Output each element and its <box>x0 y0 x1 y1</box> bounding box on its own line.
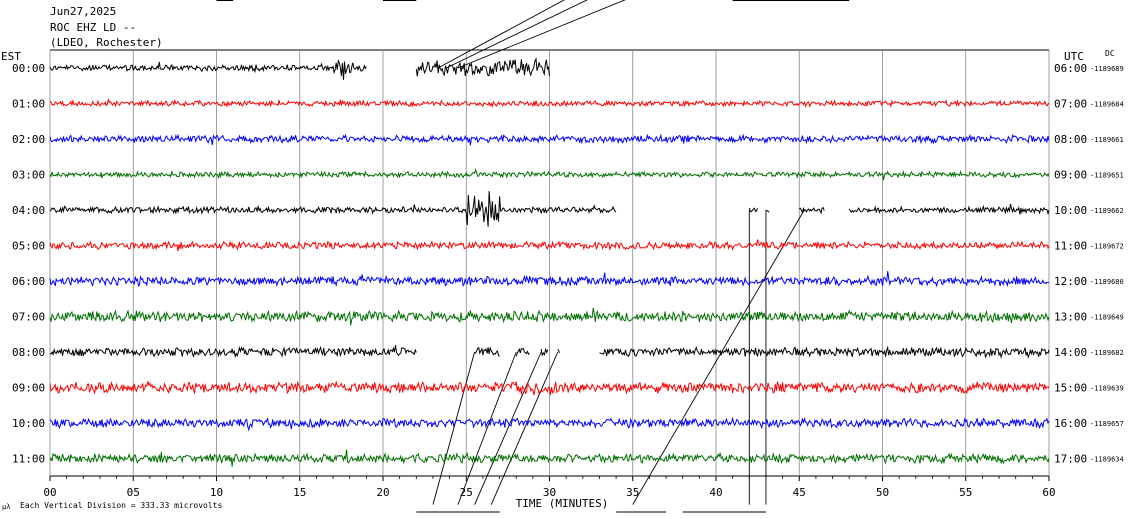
dc-offset-label: -1189634 <box>1090 456 1124 464</box>
utc-time-label: 07:00 <box>1054 98 1087 111</box>
connector-line <box>446 0 588 69</box>
utc-time-label: 14:00 <box>1054 346 1087 359</box>
trace-row-0700 <box>49 307 1050 326</box>
dc-offset-label: -1189657 <box>1090 420 1124 428</box>
right-zone-label: UTC <box>1064 50 1084 63</box>
est-time-label: 10:00 <box>12 417 45 430</box>
x-tick-label: 45 <box>793 486 806 499</box>
utc-time-label: 15:00 <box>1054 382 1087 395</box>
utc-time-label: 06:00 <box>1054 62 1087 75</box>
utc-time-label: 17:00 <box>1054 453 1087 466</box>
dc-offset-label: -1189684 <box>1090 101 1124 109</box>
trace-row-0300 <box>49 167 1050 181</box>
corner-mark: μλ <box>2 503 10 511</box>
trace-row-0100 <box>49 97 1050 108</box>
trace-row-0800 <box>515 347 530 357</box>
trace-row-0500 <box>49 239 1050 252</box>
header-block: Jun27,2025 ROC EHZ LD -- (LDEO, Rocheste… <box>50 5 163 49</box>
utc-time-label: 13:00 <box>1054 311 1087 324</box>
x-tick-label: 15 <box>293 486 306 499</box>
connector-lines <box>216 0 850 513</box>
connector-line <box>432 351 476 505</box>
trace-row-0800 <box>49 345 417 359</box>
connector-line <box>437 0 566 69</box>
est-time-label: 08:00 <box>12 346 45 359</box>
x-tick-label: 40 <box>709 486 722 499</box>
est-time-label: 07:00 <box>12 311 45 324</box>
dc-offset-label: -1189680 <box>1090 278 1124 286</box>
x-tick-label: 25 <box>460 486 473 499</box>
est-time-label: 01:00 <box>12 98 45 111</box>
scale-note: Each Vertical Division = 333.33 microvol… <box>20 501 222 510</box>
est-time-label: 06:00 <box>12 275 45 288</box>
x-tick-label: 00 <box>43 486 56 499</box>
est-time-label: 04:00 <box>12 204 45 217</box>
network-label: (LDEO, Rochester) <box>50 36 163 49</box>
connector-line <box>490 351 559 505</box>
est-time-label: 03:00 <box>12 169 45 182</box>
trace-row-0000 <box>415 57 550 77</box>
left-zone-label: EST <box>1 50 21 63</box>
grid <box>49 49 1050 477</box>
est-time-label: 05:00 <box>12 240 45 253</box>
utc-time-label: 08:00 <box>1054 133 1087 146</box>
dc-offset-label: -1189639 <box>1090 385 1124 393</box>
connector-line <box>457 351 517 505</box>
x-tick-label: 10 <box>210 486 223 499</box>
utc-time-label: 09:00 <box>1054 169 1087 182</box>
x-tick-label: 30 <box>543 486 556 499</box>
dc-offset-label: -1189661 <box>1090 136 1124 144</box>
x-tick-label: 35 <box>626 486 639 499</box>
trace-row-1000 <box>49 416 1050 432</box>
trace-row-0800 <box>474 346 500 357</box>
trace-row-0200 <box>49 133 1050 146</box>
utc-time-label: 11:00 <box>1054 240 1087 253</box>
x-tick-label: 05 <box>127 486 140 499</box>
connector-line <box>632 209 805 505</box>
dc-offset-label: -1189689 <box>1090 65 1124 73</box>
utc-time-label: 12:00 <box>1054 275 1087 288</box>
connector-line <box>474 351 542 505</box>
trace-row-0400 <box>799 206 825 215</box>
x-tick-label: 20 <box>376 486 389 499</box>
est-time-label: 09:00 <box>12 382 45 395</box>
x-tick-label: 60 <box>1042 486 1055 499</box>
traces <box>49 57 1050 467</box>
trace-row-0400 <box>748 207 759 213</box>
utc-time-label: 16:00 <box>1054 417 1087 430</box>
dc-label: DC <box>1105 49 1115 58</box>
dc-offset-label: -1189662 <box>1090 207 1124 215</box>
est-time-label: 00:00 <box>12 62 45 75</box>
x-tick-label: 55 <box>959 486 972 499</box>
trace-row-0900 <box>49 380 1050 396</box>
date-label: Jun27,2025 <box>50 5 116 18</box>
trace-row-0400 <box>49 191 617 227</box>
x-axis-title: TIME (MINUTES) <box>516 497 609 510</box>
trace-row-0800 <box>540 347 549 357</box>
dc-offset-label: -1189651 <box>1090 172 1124 180</box>
x-axis: 00 05 10 15 20 25 30 35 40 45 50 55 60 <box>43 476 1056 499</box>
dc-offset-label: -1189672 <box>1090 243 1124 251</box>
x-tick-label: 50 <box>876 486 889 499</box>
trace-row-0800 <box>557 349 560 353</box>
station-label: ROC EHZ LD -- <box>50 21 136 34</box>
utc-time-label: 10:00 <box>1054 204 1087 217</box>
est-time-label: 11:00 <box>12 453 45 466</box>
trace-row-0400 <box>765 209 770 213</box>
dc-offset-label: -1189682 <box>1090 349 1124 357</box>
trace-row-0400 <box>848 203 1050 216</box>
est-time-label: 02:00 <box>12 133 45 146</box>
trace-row-0800 <box>599 345 1050 359</box>
trace-row-1100 <box>49 449 1050 467</box>
connector-line <box>457 0 626 69</box>
trace-row-0000 <box>49 59 367 80</box>
dc-offset-label: -1189649 <box>1090 314 1124 322</box>
trace-row-0600 <box>49 271 1049 288</box>
